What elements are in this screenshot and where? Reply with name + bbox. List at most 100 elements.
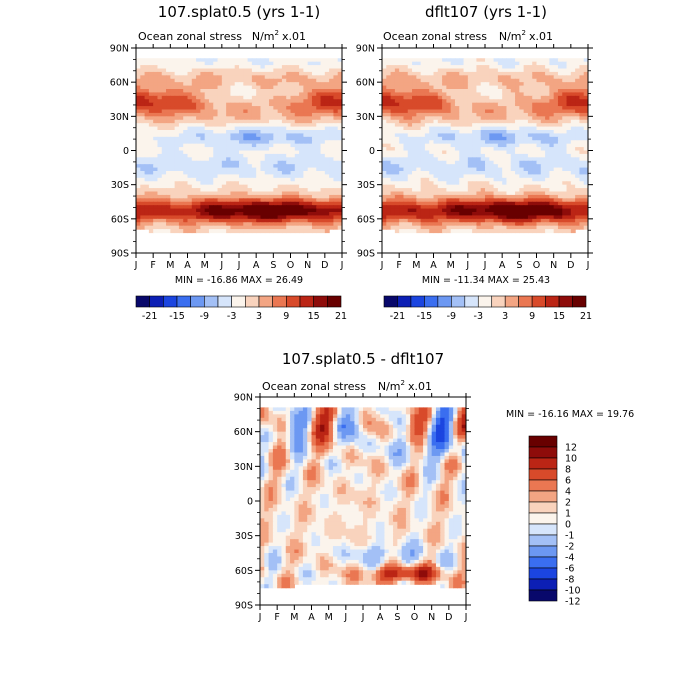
p1-cell-1143 — [303, 136, 309, 141]
p2-cell-197 — [403, 71, 409, 76]
p2-cell-1753 — [489, 181, 495, 186]
p1-cell-823 — [166, 116, 171, 121]
p2-cell-179 — [532, 68, 538, 73]
p1-cell-2151 — [303, 208, 309, 213]
p1-cell-1345 — [140, 153, 146, 158]
p2-cell-2180 — [467, 212, 473, 217]
p1-cell-1500 — [187, 164, 193, 169]
p2-cell-1752 — [485, 181, 490, 186]
p1-cell-815 — [337, 112, 342, 117]
p1-cell-2404 — [166, 229, 171, 234]
p1-cell-1328 — [273, 150, 279, 155]
p1-cell-2116 — [153, 208, 159, 213]
p1-cell-2386 — [281, 225, 287, 230]
p1-cell-613 — [294, 99, 300, 104]
p1-cell-83 — [286, 61, 292, 66]
p2-cell-913 — [386, 123, 392, 128]
p2-cell-2210 — [390, 215, 396, 220]
p1-cell-1388 — [324, 153, 330, 158]
p1-cell-1632 — [136, 174, 141, 179]
p2-cell-2367 — [446, 225, 452, 230]
p1-cell-544 — [204, 95, 210, 100]
p2-cell-400 — [450, 85, 456, 90]
panel-1-variable-label: Ocean zonal stress — [138, 30, 242, 43]
p1-cell-2004 — [290, 198, 296, 203]
p2-cell-751 — [515, 109, 520, 114]
p2-cell-1687 — [412, 177, 417, 182]
p1-cell-455 — [234, 89, 240, 94]
p2-cell-1923 — [394, 194, 400, 199]
p1-cell-1831 — [166, 188, 171, 193]
p2-cell-1199 — [583, 140, 588, 145]
p2-cell-117 — [472, 65, 478, 70]
p1-cell-1526 — [299, 164, 304, 169]
p2-cell-856 — [553, 116, 559, 121]
p1-cell-1294 — [333, 147, 339, 152]
p2-cell-1942 — [476, 194, 482, 199]
p2-cell-1274 — [493, 147, 499, 152]
p2-cell-1200 — [382, 143, 387, 148]
p1-cell-1676 — [324, 174, 330, 179]
p2-cell-2412 — [446, 229, 452, 234]
p1-cell-837 — [226, 116, 232, 121]
p2-cell-1548 — [433, 167, 439, 172]
p2-cell-295 — [412, 78, 417, 83]
p2-cell-906 — [562, 119, 568, 124]
p2-cell-1251 — [394, 147, 400, 152]
p1-cell-929 — [208, 123, 214, 128]
p1-cell-155 — [183, 68, 189, 73]
p2-cell-1910 — [545, 191, 550, 196]
p2-cell-1615 — [515, 171, 520, 176]
p1-cell-888 — [239, 119, 244, 124]
p1-cell-18 — [213, 58, 219, 63]
p2-cell-1209 — [420, 143, 426, 148]
p2-cell-1131 — [497, 136, 503, 141]
p1-cell-408 — [239, 85, 244, 90]
p1-cell-1191 — [303, 140, 309, 145]
p1-cell-1913 — [311, 191, 317, 196]
p1-cell-200 — [170, 71, 176, 76]
p1-cell-1656 — [239, 174, 244, 179]
p1-cell-390 — [161, 85, 167, 90]
p2-cell-1847 — [480, 188, 486, 193]
p2-cell-1530 — [562, 164, 568, 169]
p2-cell-1878 — [407, 191, 413, 196]
p1-cell-1241 — [311, 143, 317, 148]
p1-cell-1923 — [148, 194, 154, 199]
p2-cell-932 — [467, 123, 473, 128]
p2-cell-80 — [519, 61, 525, 66]
p2-cell-330 — [562, 78, 568, 83]
p1-cell-1837 — [191, 188, 197, 193]
p1-cell-1391 — [337, 153, 342, 158]
p2-cell-899 — [532, 119, 538, 124]
p1-cell-2185 — [243, 212, 249, 217]
p2-cell-275 — [532, 75, 538, 80]
p1-cell-360 — [239, 82, 244, 87]
p2-cell-2300 — [570, 218, 576, 223]
p2-cell-1275 — [497, 147, 503, 152]
p1-cell-717 — [329, 106, 335, 111]
p2-cell-2044 — [502, 201, 508, 206]
p1-cell-1772 — [324, 181, 330, 186]
p1-cell-2133 — [226, 208, 232, 213]
p1-cell-462 — [264, 89, 270, 94]
p1-cell-309 — [226, 78, 232, 83]
p2-cell-1518 — [510, 164, 516, 169]
p2-cell-2209 — [386, 215, 392, 220]
p1-cell-921 — [174, 123, 180, 128]
p2-cell-407 — [480, 85, 486, 90]
p2-cell-2388 — [536, 225, 542, 230]
p2-cell-601 — [489, 99, 495, 104]
p1-cell-281 — [311, 75, 317, 80]
p1-cell-1686 — [161, 177, 167, 182]
p2-cell-1804 — [502, 184, 508, 189]
p1-cell-910 — [333, 119, 339, 124]
p1-cell-1817 — [311, 184, 317, 189]
p2-cell-62 — [442, 61, 447, 66]
p1-cell-2304 — [136, 222, 141, 227]
p1-colorbar-swatch-9 — [258, 295, 273, 308]
p2-cell-1400 — [416, 157, 422, 162]
p2-cell-2402 — [403, 229, 409, 234]
p2-cell-1279 — [515, 147, 520, 152]
p2-cell-645 — [472, 102, 478, 107]
